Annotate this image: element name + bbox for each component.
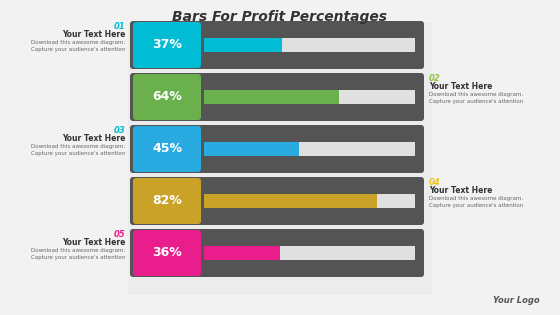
Bar	[204, 194, 415, 208]
FancyBboxPatch shape	[130, 229, 424, 277]
Text: Download this awesome diagram.: Download this awesome diagram.	[429, 92, 523, 97]
FancyBboxPatch shape	[133, 126, 201, 172]
Text: Your Text Here: Your Text Here	[62, 238, 125, 247]
Bar	[204, 38, 282, 52]
Text: Bars For Profit Percentages: Bars For Profit Percentages	[172, 10, 388, 24]
Text: Download this awesome diagram.: Download this awesome diagram.	[31, 144, 125, 149]
Text: Capture your audience's attention: Capture your audience's attention	[31, 255, 125, 260]
Text: Capture your audience's attention: Capture your audience's attention	[31, 151, 125, 156]
Text: 64%: 64%	[152, 90, 182, 104]
Text: Download this awesome diagram.: Download this awesome diagram.	[429, 196, 523, 201]
Bar	[204, 90, 415, 104]
Bar	[204, 194, 377, 208]
Bar	[204, 142, 299, 156]
Text: Your Text Here: Your Text Here	[62, 30, 125, 39]
FancyBboxPatch shape	[130, 21, 424, 69]
Text: 01: 01	[113, 22, 125, 31]
Bar	[204, 38, 415, 52]
Bar	[204, 90, 339, 104]
Text: Capture your audience's attention: Capture your audience's attention	[429, 99, 523, 104]
FancyBboxPatch shape	[133, 230, 201, 276]
FancyBboxPatch shape	[133, 74, 201, 120]
Text: 03: 03	[113, 126, 125, 135]
FancyBboxPatch shape	[133, 22, 201, 68]
Text: 02: 02	[429, 74, 441, 83]
FancyBboxPatch shape	[133, 178, 201, 224]
Text: Your Text Here: Your Text Here	[62, 134, 125, 143]
FancyBboxPatch shape	[130, 125, 424, 173]
FancyBboxPatch shape	[130, 73, 424, 121]
Text: 04: 04	[429, 178, 441, 187]
Text: Download this awesome diagram.: Download this awesome diagram.	[31, 248, 125, 253]
Text: 36%: 36%	[152, 247, 182, 260]
Text: Your Logo: Your Logo	[493, 296, 540, 305]
FancyBboxPatch shape	[130, 177, 424, 225]
Bar	[204, 142, 415, 156]
Text: Capture your audience's attention: Capture your audience's attention	[429, 203, 523, 208]
Text: Download this awesome diagram.: Download this awesome diagram.	[31, 40, 125, 45]
Bar	[204, 246, 280, 260]
Bar	[204, 246, 415, 260]
Text: 37%: 37%	[152, 38, 182, 51]
Text: Capture your audience's attention: Capture your audience's attention	[31, 47, 125, 52]
Text: 05: 05	[113, 230, 125, 239]
Text: 82%: 82%	[152, 194, 182, 208]
Text: 45%: 45%	[152, 142, 182, 156]
Text: Your Text Here: Your Text Here	[429, 82, 492, 91]
FancyBboxPatch shape	[128, 23, 432, 295]
Text: Your Text Here: Your Text Here	[429, 186, 492, 195]
